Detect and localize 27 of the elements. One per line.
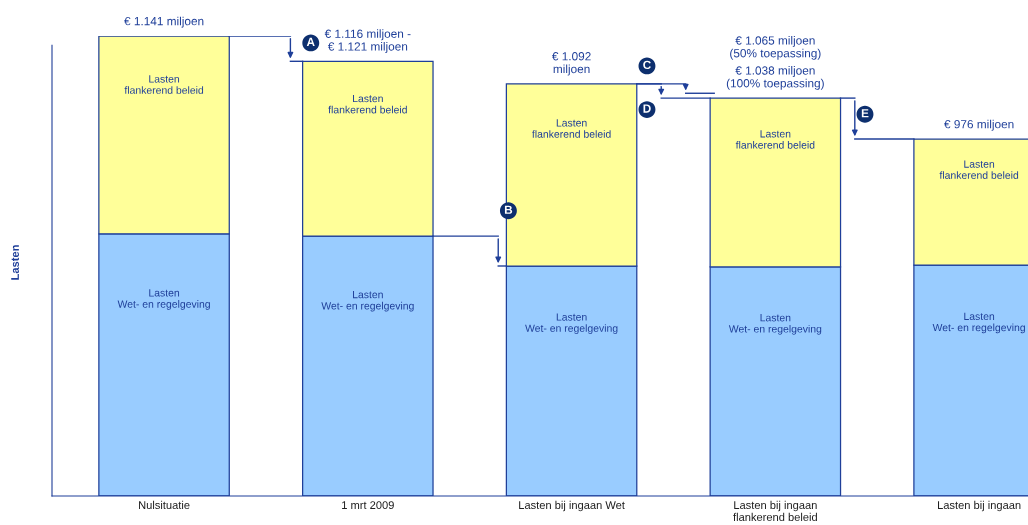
annotation: € 1.038 miljoen (100% toepassing): [726, 66, 824, 90]
text: Lasten Wet- en regelgeving: [525, 313, 618, 334]
series-label: Lasten flankerend beleid: [939, 160, 1019, 179]
text: Lasten flankerend beleid: [735, 130, 815, 149]
annotation: B: [504, 205, 513, 214]
text: Lasten Wet- en regelgeving: [728, 314, 822, 335]
text: Lasten flankerend beleid: [124, 75, 204, 94]
text: Lasten Wet- en regelgeving: [117, 289, 210, 310]
annotation: C: [643, 60, 651, 70]
text: Lasten flankerend beleid: [328, 94, 407, 114]
annotation: D: [643, 104, 651, 113]
annotation: € 1.092 miljoen: [551, 52, 591, 76]
y-axis-title: Lasten: [11, 245, 19, 280]
x-tick-label: Lasten bij ingaan: [938, 500, 1021, 512]
x-tick-label: 1 mrt 2009: [342, 501, 394, 510]
text: Lasten flankerend beleid: [532, 119, 611, 138]
text: Lasten Wet- en regelgeving: [932, 312, 1025, 334]
series-label: Lasten Wet- en regelgeving: [321, 290, 414, 312]
x-tick-label: Nulsituatie: [139, 500, 190, 510]
x-tick-label: Lasten bij ingaan Wet: [519, 500, 625, 512]
annotation: € 1.065 miljoen (50% toepassing): [730, 36, 821, 60]
x-tick-label: Lasten bij ingaan flankerend beleid: [733, 500, 817, 521]
annotation: A: [306, 37, 315, 46]
annotation: E: [861, 109, 869, 118]
annotation: € 976 miljoen: [944, 119, 1014, 131]
annotation: € 1.116 miljoen - € 1.121 miljoen: [324, 29, 411, 53]
annotation: € 1.141 miljoen: [124, 16, 204, 28]
